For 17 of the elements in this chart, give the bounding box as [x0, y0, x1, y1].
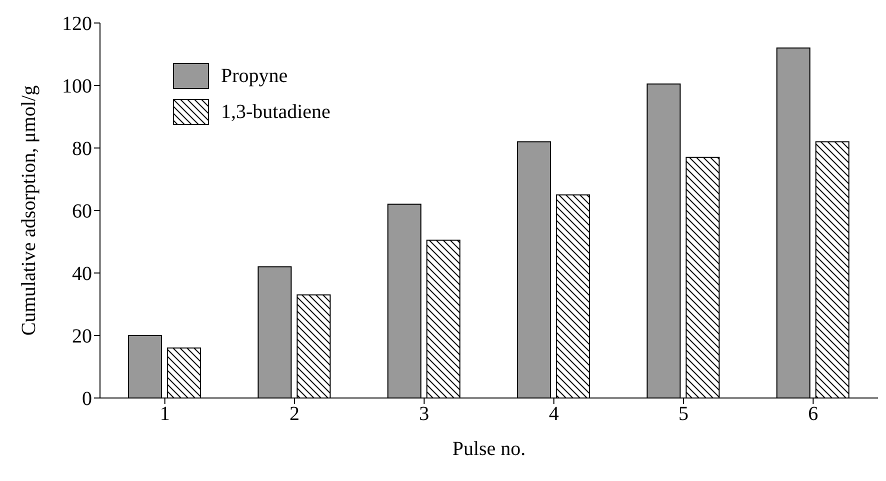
x-tick-label: 2 [290, 403, 300, 426]
legend-label: Propyne [221, 64, 288, 88]
y-tick-label: 20 [72, 326, 92, 348]
x-tick-label: 6 [808, 403, 818, 426]
y-tick-label: 0 [82, 388, 92, 410]
y-tick-label: 120 [62, 13, 92, 36]
x-tick-label: 3 [419, 403, 430, 426]
x-axis-title: Pulse no. [452, 438, 526, 460]
x-tick-label: 1 [160, 403, 170, 426]
y-tick-label: 100 [62, 76, 92, 98]
y-axis-title: Cumulative adsorption, μmol/g [18, 85, 40, 336]
y-tick-label: 40 [72, 263, 92, 286]
x-tick-label: 5 [678, 403, 688, 426]
y-tick-label: 60 [72, 200, 92, 223]
legend-label: 1,3-butadiene [221, 100, 330, 124]
y-tick-label: 80 [72, 138, 92, 160]
x-tick-label: 4 [548, 403, 559, 426]
